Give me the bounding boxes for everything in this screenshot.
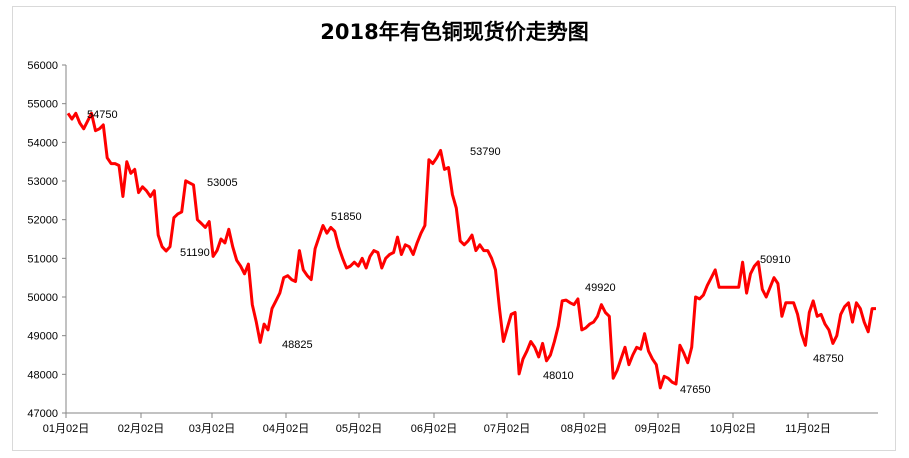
x-tick-label: 11月02日 [785, 423, 831, 435]
x-tick-label: 03月02日 [189, 423, 235, 435]
x-tick-label: 09月02日 [635, 423, 681, 435]
data-label: 49920 [585, 282, 616, 294]
data-label: 51190 [180, 247, 210, 259]
series-group [66, 111, 876, 390]
data-label: 53005 [207, 177, 238, 189]
price-line [66, 111, 876, 390]
y-tick-label: 50000 [27, 292, 58, 304]
y-tick-label: 55000 [27, 99, 58, 111]
x-tick-label: 04月02日 [263, 423, 309, 435]
data-label: 48825 [282, 339, 313, 351]
x-axis-ticks: 01月02日 02月02日 03月02日 04月02日 05月02日 06月02日 07月0… [43, 413, 831, 435]
y-tick-label: 54000 [27, 137, 58, 149]
data-label: 47650 [680, 384, 711, 396]
x-tick-label: 02月02日 [118, 423, 164, 435]
data-label: 48010 [543, 370, 574, 382]
data-label: 54750 [87, 109, 118, 121]
y-tick-label: 52000 [27, 215, 58, 227]
y-tick-label: 47000 [27, 408, 58, 420]
y-tick-label: 49000 [27, 331, 58, 343]
x-tick-label: 01月02日 [43, 423, 89, 435]
x-tick-label: 08月02日 [561, 423, 607, 435]
x-tick-label: 07月02日 [484, 423, 530, 435]
chart-axes [65, 65, 878, 414]
y-tick-label: 56000 [27, 60, 58, 72]
chart-frame [12, 6, 896, 451]
y-axis-ticks: 47000 48000 49000 50000 51000 52000 53000 54000… [27, 60, 66, 420]
chart-title: 2018年有色铜现货价走势图 [320, 20, 589, 44]
data-label: 53790 [470, 146, 501, 158]
y-tick-label: 53000 [27, 176, 58, 188]
y-tick-label: 48000 [27, 369, 58, 381]
x-tick-label: 06月02日 [411, 423, 457, 435]
y-tick-label: 51000 [27, 253, 58, 265]
data-label: 50910 [760, 254, 791, 266]
data-label: 48750 [813, 353, 844, 365]
x-tick-label: 10月02日 [710, 423, 756, 435]
data-label: 51850 [331, 211, 362, 223]
x-tick-label: 05月02日 [336, 423, 382, 435]
annotation-group: 54750 51190 53005 48825 51850 53790 48010 49920… [87, 109, 844, 396]
